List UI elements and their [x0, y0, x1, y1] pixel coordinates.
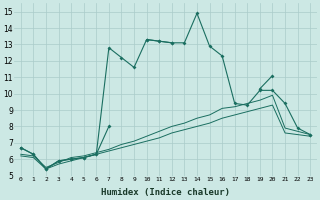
X-axis label: Humidex (Indice chaleur): Humidex (Indice chaleur) [101, 188, 230, 197]
